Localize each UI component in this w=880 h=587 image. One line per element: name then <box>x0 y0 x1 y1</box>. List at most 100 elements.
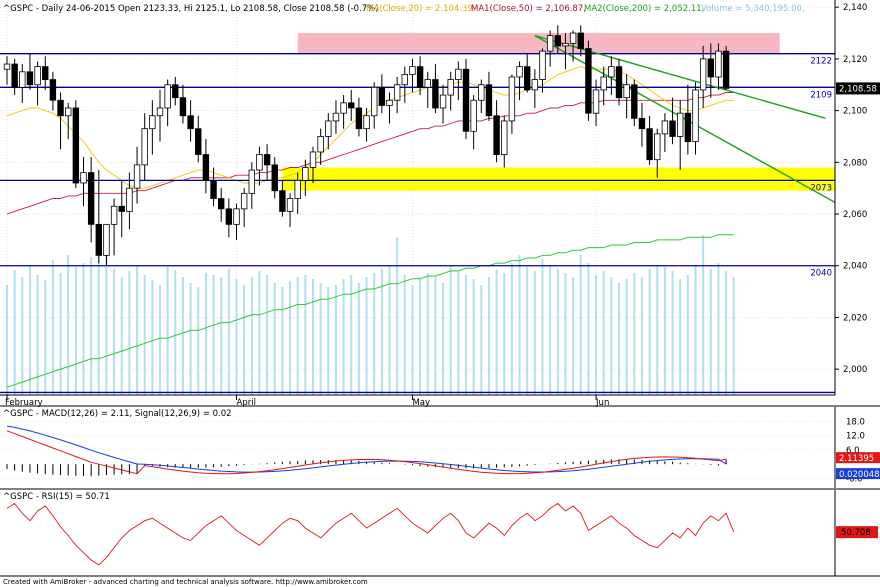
candle-down <box>49 79 57 101</box>
volume-bar <box>472 279 475 395</box>
volume-bar <box>6 285 8 395</box>
volume-bar <box>357 283 360 395</box>
volume-bar <box>197 287 200 395</box>
candle-up <box>608 66 615 78</box>
volume-bar <box>487 277 490 395</box>
candle-up <box>126 187 133 212</box>
trendline <box>534 34 826 120</box>
volume-bar <box>656 265 659 395</box>
volume-bar <box>319 283 322 395</box>
volume-bar <box>411 285 414 395</box>
volume-bar <box>342 279 345 395</box>
volume-bar <box>732 277 735 395</box>
level-label: 2122 <box>810 57 832 67</box>
volume-bar <box>725 271 728 395</box>
volume-bar <box>13 270 16 395</box>
candle-up <box>455 68 462 80</box>
candle-up <box>715 50 722 78</box>
candle-down <box>187 115 194 130</box>
volume-bar <box>442 283 445 395</box>
candle-down <box>172 84 179 99</box>
rsi-pane: ^GSPC - RSI(15) = 50.71 50.708 <box>0 488 880 577</box>
volume-bar <box>709 269 712 395</box>
candle-up <box>19 71 26 88</box>
ma50-label: MA1(Close,50) = 2,106.87, <box>471 4 586 14</box>
volume-bar <box>44 280 47 395</box>
candle-up <box>256 154 263 171</box>
volume-bar <box>625 279 628 395</box>
ma200-line <box>6 234 734 388</box>
candle-down <box>202 154 210 181</box>
candle-down <box>722 50 730 89</box>
volume-bar <box>296 277 299 395</box>
price-tick-label: 2,120 <box>843 55 867 65</box>
price-tick-label: 2,000 <box>843 365 867 375</box>
volume-bar <box>426 273 429 395</box>
volume-bar <box>533 271 536 395</box>
candle-down <box>179 97 187 117</box>
volume-bar <box>36 275 39 395</box>
volume-bar <box>327 287 330 395</box>
candle-down <box>210 180 217 199</box>
volume-bar <box>434 277 437 395</box>
candle-up <box>562 42 569 47</box>
candle-up <box>233 208 240 225</box>
resistance-zone <box>297 33 780 54</box>
volume-bar <box>312 279 314 395</box>
price-tick-label: 2,060 <box>843 210 867 220</box>
volume-bar <box>189 283 192 395</box>
candle-up <box>424 79 431 88</box>
candle-up <box>133 164 141 189</box>
candle-up <box>623 84 630 99</box>
candle-down <box>638 117 646 130</box>
macd-value-tag <box>836 452 880 464</box>
candle-down <box>57 99 64 117</box>
axis-bg <box>835 0 880 395</box>
last-price-tag <box>836 82 880 95</box>
volume-bar <box>663 267 666 395</box>
candle-up <box>302 167 309 181</box>
volume-bar <box>181 277 184 395</box>
candle-down <box>11 63 18 88</box>
candle-down <box>669 120 676 137</box>
volume-bar <box>671 271 674 395</box>
candle-down <box>263 154 271 166</box>
candle-down <box>355 107 363 130</box>
volume-bar <box>273 283 276 395</box>
volume-bar <box>579 255 582 395</box>
candle-up <box>294 180 301 199</box>
candle-up <box>501 120 508 155</box>
volume-bar <box>128 271 131 395</box>
volume-bar <box>686 275 689 395</box>
volume-bar <box>595 275 598 395</box>
rsi-title: ^GSPC - RSI(15) = 50.71 <box>3 492 110 502</box>
price-tick-label: 2,080 <box>843 158 867 168</box>
candle-up <box>340 102 347 114</box>
ma20-label: MA(Close,20) = 2,104.39, <box>366 4 476 14</box>
candle-down <box>432 79 439 109</box>
candle-down <box>87 172 95 225</box>
signal-value-label: 0.020048 <box>839 470 880 480</box>
candle-down <box>95 223 102 256</box>
candle-up <box>149 115 156 130</box>
volume-bar <box>250 277 253 395</box>
macd-tick-label: -6.0 <box>846 474 863 484</box>
candle-up <box>156 107 164 117</box>
volume-bar <box>457 271 460 395</box>
volume-bar <box>136 265 139 395</box>
volume-bar <box>113 269 116 395</box>
candle-up <box>309 151 317 168</box>
volume-bar <box>373 273 376 395</box>
candle-up <box>363 115 370 130</box>
price-tick-label: 2,140 <box>843 3 867 13</box>
candle-down <box>577 32 584 49</box>
candle-up <box>539 50 546 80</box>
last-price-label: 2,108.58 <box>839 84 877 94</box>
candle-down <box>195 128 202 155</box>
volume-bar <box>212 275 215 395</box>
candle-down <box>485 84 493 117</box>
level-label: 2040 <box>810 269 832 279</box>
candle-up <box>386 99 393 106</box>
candle-down <box>271 164 278 192</box>
candle-up <box>110 205 118 225</box>
